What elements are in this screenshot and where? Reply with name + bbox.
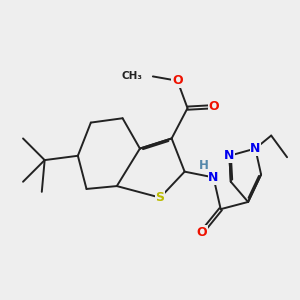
Text: O: O xyxy=(172,74,183,87)
Text: CH₃: CH₃ xyxy=(122,71,143,81)
Text: H: H xyxy=(198,159,208,172)
Text: N: N xyxy=(208,171,219,184)
Text: N: N xyxy=(250,142,260,155)
Text: O: O xyxy=(208,100,219,113)
Text: N: N xyxy=(224,149,235,162)
Text: O: O xyxy=(196,226,207,239)
Text: S: S xyxy=(156,191,165,204)
